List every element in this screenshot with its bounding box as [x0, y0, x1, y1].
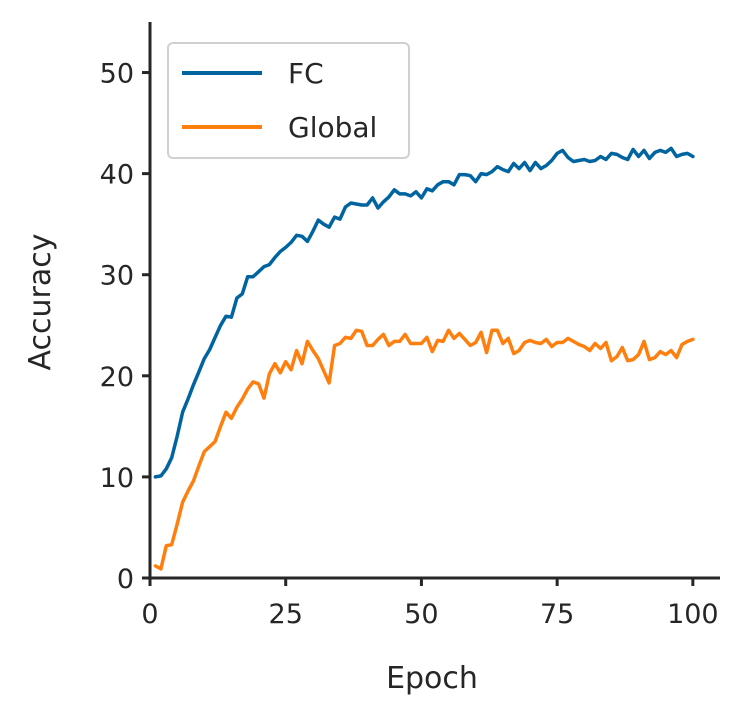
x-tick-label: 25 [269, 599, 303, 630]
x-tick-label: 100 [667, 599, 719, 630]
x-tick-label: 50 [404, 599, 438, 630]
y-tick-label: 0 [117, 564, 134, 595]
y-axis-ticks: 0 10 20 30 40 50 [100, 59, 150, 595]
legend-label-global: Global [288, 111, 377, 144]
series-line-fc [153, 146, 695, 479]
series-line-global [153, 328, 695, 571]
x-tick-label: 0 [141, 599, 158, 630]
y-tick-label: 40 [100, 160, 134, 191]
x-axis-title: Epoch [386, 661, 478, 696]
y-tick-label: 10 [100, 463, 134, 494]
y-tick-label: 50 [100, 59, 134, 90]
y-axis-title: Accuracy [23, 234, 58, 371]
y-tick-label: 30 [100, 261, 134, 292]
x-axis-ticks: 0 25 50 75 100 [141, 578, 719, 630]
y-tick-label: 20 [100, 362, 134, 393]
x-tick-label: 75 [540, 599, 574, 630]
legend-label-fc: FC [288, 57, 324, 90]
legend: FC Global [167, 42, 410, 159]
series-layer [153, 146, 695, 571]
